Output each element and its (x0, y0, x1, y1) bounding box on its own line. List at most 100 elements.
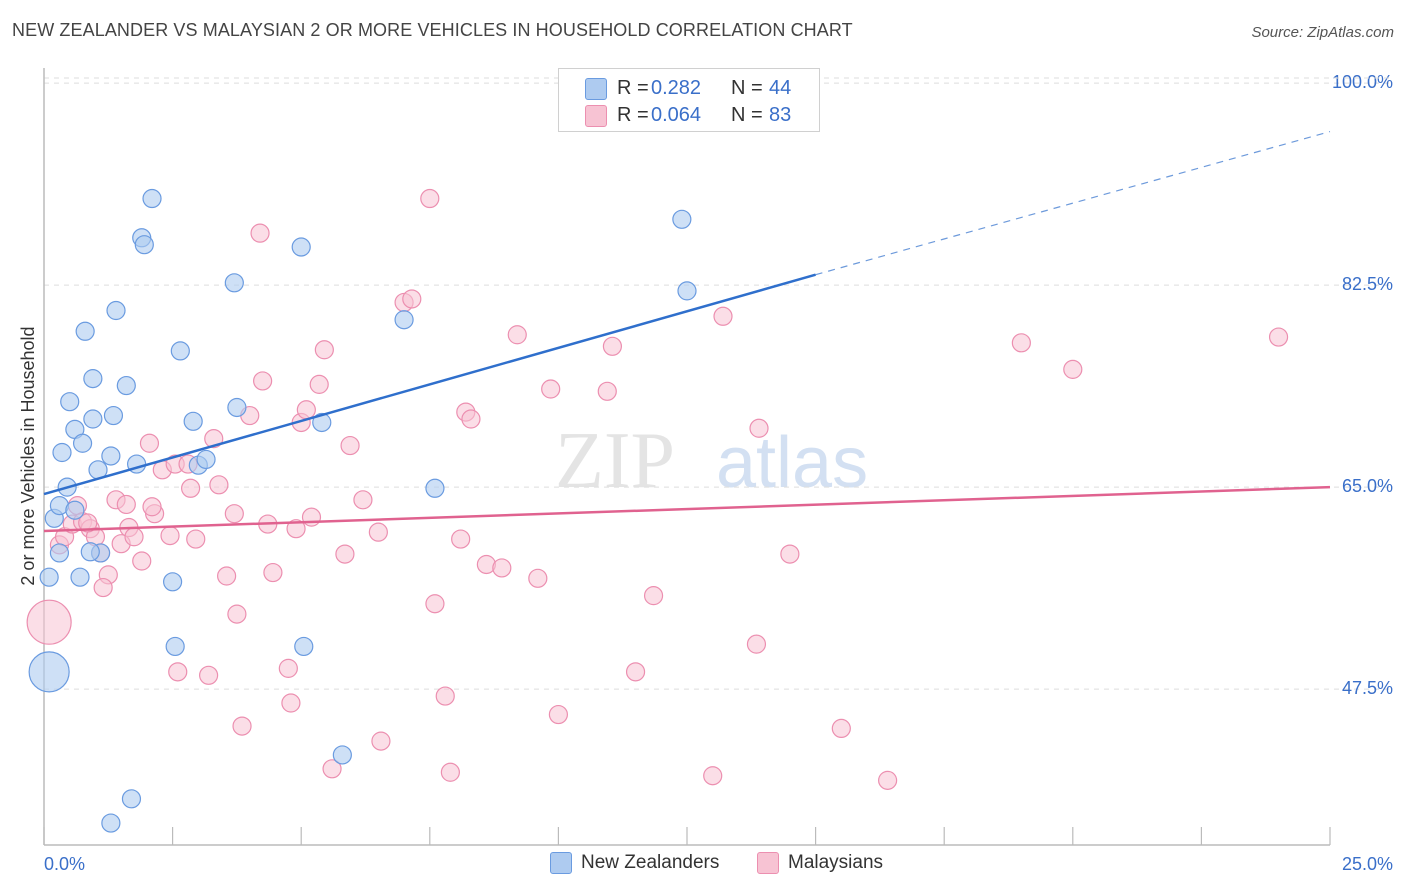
new-zealander-point (672, 209, 692, 229)
legend-n-label: N = (731, 77, 763, 99)
new-zealander-point (83, 369, 103, 389)
malaysian-point (1011, 333, 1031, 353)
malaysian-point (186, 529, 206, 549)
y-tick-label: 100.0% (1332, 72, 1393, 92)
new-zealander-point (183, 411, 203, 431)
legend-n-value: 83 (769, 104, 792, 126)
new-zealander-point (103, 405, 124, 426)
new-zealander-point (294, 636, 314, 657)
malaysian-point (643, 586, 664, 606)
y-tick-label: 65.0% (1342, 476, 1393, 496)
malaysian-point (597, 381, 617, 401)
bottom-legend-swatch-pink (757, 852, 779, 874)
watermark-zip: ZIP (555, 417, 675, 505)
malaysian-point (139, 433, 160, 453)
malaysian-point (278, 658, 298, 678)
malaysian-point (602, 336, 623, 356)
malaysian-point (461, 409, 481, 429)
new-zealander-point (170, 341, 190, 361)
new-zealander-point (101, 813, 121, 833)
malaysian-point (507, 325, 527, 345)
legend-r-label: R = (617, 77, 649, 99)
new-zealander-point (165, 636, 185, 657)
new-zealander-point (75, 321, 95, 341)
malaysian-point (181, 478, 201, 498)
chart-title: NEW ZEALANDER VS MALAYSIAN 2 OR MORE VEH… (12, 20, 853, 40)
new-zealander-point (332, 745, 352, 765)
malaysian-point (263, 562, 283, 583)
new-zealander-point (65, 500, 85, 520)
new-zealander-point (312, 412, 332, 433)
malaysian-point (168, 662, 188, 682)
malaysian-point (335, 544, 355, 564)
malaysian-point (878, 770, 898, 790)
legend-r-value: 0.282 (651, 77, 702, 99)
watermark-atlas: atlas (716, 423, 868, 503)
new-zealander-point (425, 478, 445, 498)
new-zealander-point (134, 235, 154, 255)
x-tick-label: 25.0% (1342, 854, 1393, 874)
x-tick-label: 0.0% (44, 854, 85, 874)
new-zealander-point (394, 310, 414, 330)
malaysian-point (451, 529, 471, 549)
legend-r-label: R = (617, 104, 649, 126)
malaysian-point (314, 340, 334, 360)
new-zealander-point (291, 237, 311, 257)
malaysian-point (492, 558, 512, 578)
malaysian-point (124, 527, 144, 547)
y-tick-label: 82.5% (1342, 274, 1393, 294)
new-zealander-point (80, 542, 100, 562)
new-zealander-point (106, 300, 126, 321)
malaysian-point (340, 435, 360, 456)
new-zealander-point (60, 392, 80, 412)
bottom-legend-label: New Zealanders (581, 852, 720, 873)
malaysian-point (301, 507, 322, 527)
malaysian-point (199, 665, 219, 685)
new-zealander-point (677, 281, 697, 301)
legend-n-value: 44 (769, 77, 792, 99)
new-zealander-point (72, 433, 93, 453)
malaysian-point (160, 526, 180, 546)
malaysian-point (209, 475, 229, 495)
malaysian-point (281, 693, 301, 713)
new-zealander-point (49, 543, 70, 563)
malaysian-point (322, 759, 342, 779)
malaysian-point (253, 371, 273, 391)
malaysian-point (371, 731, 391, 751)
malaysian-point (204, 429, 224, 449)
malaysian-point (26, 599, 72, 645)
malaysian-point (713, 306, 733, 326)
new-zealander-point (52, 442, 72, 463)
new-zealander-point (39, 567, 59, 587)
new-zealander-point (116, 375, 136, 396)
source-label: Source: ZipAtlas.com (1251, 24, 1394, 41)
malaysian-point (116, 494, 136, 515)
malaysian-point (368, 522, 388, 542)
new-zealander-point (83, 409, 103, 429)
new-zealander-point (227, 397, 247, 418)
malaysian-point (425, 594, 445, 614)
malaysian-point (93, 577, 113, 598)
legend-box: R = 0.282 N = 44 R = 0.064 N = 83 (558, 68, 820, 132)
malaysian-point (1268, 327, 1289, 347)
new-zealander-point (121, 789, 142, 809)
new-zealander-trend-extension (815, 130, 1331, 276)
malaysian-point (132, 551, 152, 571)
bottom-legend-label: Malaysians (788, 852, 884, 873)
malaysian-point (435, 686, 455, 706)
malaysian-point (78, 513, 98, 533)
malaysian-point (353, 490, 373, 510)
new-zealander-point (196, 449, 216, 470)
malaysian-point (227, 604, 247, 624)
malaysian-point (831, 718, 851, 739)
new-zealander-point (163, 572, 183, 592)
malaysian-point (548, 704, 569, 725)
malaysian-point (232, 716, 252, 736)
bottom-legend-swatch-blue (550, 852, 572, 874)
malaysian-point (224, 504, 244, 524)
malaysian-point (309, 374, 329, 394)
malaysian-point (541, 379, 561, 399)
y-axis-title: 2 or more Vehicles in Household (18, 326, 38, 585)
new-zealander-point (224, 273, 244, 293)
